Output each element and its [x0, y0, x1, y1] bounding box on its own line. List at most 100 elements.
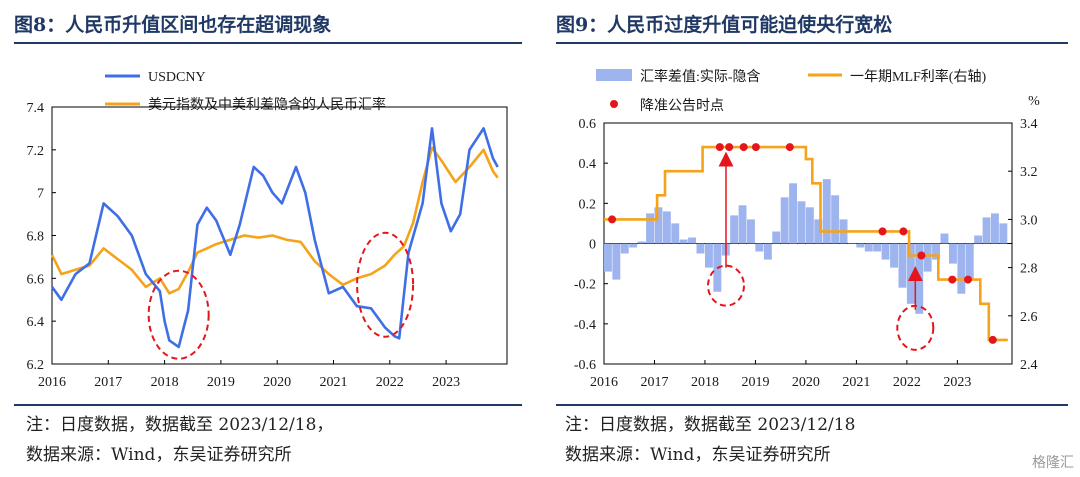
diff-bar — [738, 205, 747, 244]
y-tick-label: 6.4 — [27, 315, 45, 330]
y-left-tick-label: 0 — [589, 238, 596, 253]
y-tick-label: 6.2 — [27, 358, 45, 373]
diff-bar — [890, 243, 898, 268]
y-tick-label: 7.2 — [27, 144, 45, 159]
y-tick-label: 6.8 — [27, 230, 45, 245]
rrr-cut-point — [715, 143, 724, 152]
overshoot-ellipse — [706, 264, 745, 307]
diff-bar — [949, 243, 957, 264]
x-tick-label: 2018 — [151, 375, 179, 390]
y-right-tick-label: 3.4 — [1020, 117, 1038, 132]
rrr-cut-point — [988, 335, 997, 344]
y-left-tick-label: 0.2 — [579, 197, 597, 212]
figure8-notes-rule — [14, 404, 522, 406]
diff-bar — [763, 243, 772, 260]
rrr-cut-point — [608, 215, 617, 224]
legend-label-mlf: 一年期MLF利率(右轴) — [850, 68, 986, 85]
rrr-cut-point — [751, 143, 760, 152]
figure8-note: 注：日度数据，数据截至 2023/12/18， — [26, 415, 334, 435]
y-right-tick-label: 2.8 — [1020, 262, 1038, 277]
diff-bar — [940, 233, 949, 244]
legend-swatch-bars — [596, 69, 632, 81]
diff-bar — [848, 243, 856, 244]
diff-bar — [982, 217, 991, 244]
diff-bar — [705, 243, 713, 268]
diff-bar — [747, 219, 755, 244]
legend-label: USDCNY — [148, 70, 206, 85]
x-tick-label: 2023 — [943, 375, 971, 390]
legend-label-cuts: 降准公告时点 — [640, 98, 724, 114]
diff-bar — [974, 235, 983, 244]
diff-bar — [797, 201, 806, 244]
diff-bar — [646, 213, 654, 244]
y-left-tick-label: -0.2 — [574, 278, 596, 293]
diff-bar — [881, 243, 890, 260]
figure9-title: 图9：人民币过度升值可能迫使央行宽松 — [556, 14, 893, 36]
plot-frame — [51, 106, 508, 365]
legend-swatch-cuts — [610, 100, 618, 108]
diff-bar — [629, 243, 638, 248]
diff-bar — [654, 207, 663, 244]
diff-bar — [864, 243, 873, 252]
y-right-tick-label: 2.4 — [1020, 358, 1038, 373]
diff-bar — [932, 243, 940, 260]
overshoot-ellipse — [356, 231, 415, 338]
figure8-title: 图8：人民币升值区间也存在超调现象 — [14, 14, 332, 36]
rrr-cut-point — [785, 143, 794, 152]
diff-bar — [780, 197, 789, 244]
rrr-cut-point — [725, 143, 734, 152]
figure9-source: 数据来源：Wind，东吴证券研究所 — [565, 445, 831, 465]
legend-label: 美元指数及中美利差隐含的人民币汇率 — [148, 96, 386, 113]
diff-bar — [789, 183, 797, 244]
diff-bar — [999, 223, 1008, 244]
x-tick-label: 2017 — [94, 375, 122, 390]
x-tick-label: 2016 — [38, 375, 66, 390]
diff-bar — [856, 243, 865, 248]
y-tick-label: 6.6 — [27, 272, 45, 287]
y-right-tick-label: 3.0 — [1020, 213, 1038, 228]
overshoot-ellipse — [147, 269, 210, 360]
diff-bar — [688, 237, 696, 244]
mlf-rate-line — [604, 145, 1008, 342]
x-tick-label: 2019 — [741, 375, 769, 390]
legend-label-bars: 汇率差值:实际-隐含 — [640, 68, 761, 85]
watermark-logo: 格隆汇 — [1032, 455, 1074, 471]
figure9-title-rule — [556, 42, 1068, 44]
rrr-cut-point — [739, 143, 748, 152]
diff-bar — [637, 241, 646, 244]
figure8-plot: 6.2 6.4 6.6 6.8 7 7.2 7.4 2016 2017 2018 2019 2020 2… — [27, 70, 508, 390]
diff-bar — [898, 243, 907, 288]
x-tick-label: 2020 — [263, 375, 291, 390]
diff-bar — [991, 213, 999, 244]
figure8-source: 数据来源：Wind，东吴证券研究所 — [26, 445, 292, 465]
figure9-plot: -0.6 -0.4 -0.2 0 0.2 0.4 0.6 2.4 2.6 2.8 3.0 3.2 3.4… — [574, 68, 1040, 390]
x-tick-label: 2021 — [319, 375, 347, 390]
series-line-0 — [50, 127, 499, 349]
y-right-tick-label: 3.2 — [1020, 165, 1038, 180]
diff-bar — [923, 243, 932, 272]
right-axis-unit: % — [1028, 94, 1040, 109]
diff-bar — [679, 239, 688, 244]
figure9-note: 注：日度数据，数据截至 2023/12/18 — [565, 415, 856, 435]
x-tick-label: 2019 — [207, 375, 235, 390]
series-line-1 — [50, 146, 499, 295]
rrr-cut-point — [899, 227, 908, 236]
diff-bar — [612, 243, 621, 280]
figure8-title-rule — [14, 42, 522, 44]
y-tick-label: 7 — [37, 187, 44, 202]
x-tick-label: 2023 — [432, 375, 460, 390]
diff-bar — [755, 243, 764, 252]
diff-bar — [671, 223, 680, 244]
diff-bar — [831, 195, 840, 244]
diff-bar — [696, 243, 705, 254]
diff-bar — [822, 179, 831, 244]
y-left-tick-label: 0.6 — [579, 117, 597, 132]
diff-bar — [805, 207, 814, 244]
diff-bar — [957, 243, 966, 294]
diff-bar — [730, 215, 739, 244]
x-tick-label: 2021 — [842, 375, 870, 390]
y-right-tick-label: 2.6 — [1020, 310, 1038, 325]
y-tick-label: 7.4 — [27, 101, 45, 116]
diff-bar — [965, 243, 974, 280]
